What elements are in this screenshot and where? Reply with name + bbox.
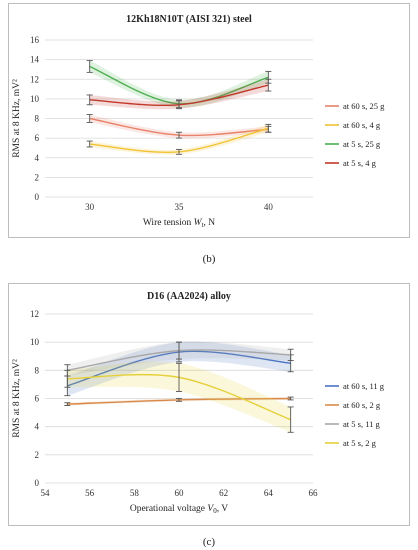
chart-c-series-band-area xyxy=(67,361,291,433)
chart-c-xtick-label: 64 xyxy=(264,488,274,498)
chart-c-legend-label: at 60 s, 11 g xyxy=(343,381,385,391)
chart-c-ylabel: RMS at 8 KHz, mV² xyxy=(12,359,22,438)
chart-b-series-band xyxy=(89,114,269,139)
chart-c-xtick-label: 54 xyxy=(41,488,51,498)
chart-c-legend-label: at 60 s, 2 g xyxy=(343,400,381,410)
chart-b-ytick-label: 16 xyxy=(30,35,40,45)
chart-c-ytick-label: 4 xyxy=(35,422,40,432)
chart-c-xtick-label: 66 xyxy=(309,488,319,498)
caption-c: (c) xyxy=(202,536,216,548)
chart-c-series-band xyxy=(67,361,291,433)
chart-b-svg: 12Kh18N10T (AISI 321) steel 0 2 4 6 8 10 12 14 16… xyxy=(12,14,385,229)
chart-b-ytick-label: 2 xyxy=(35,172,40,182)
chart-b-ylabel: RMS at 8 KHz, mV² xyxy=(12,79,22,158)
chart-c-ytick-label: 0 xyxy=(35,478,40,488)
chart-b-ytick-label: 4 xyxy=(35,153,40,163)
chart-b-legend-label: at 60 s, 25 g xyxy=(343,101,385,111)
chart-c-xtick-label: 60 xyxy=(175,488,185,498)
chart-panel-c: D16 (AA2024) alloy 0 2 4 6 8 10 12 54 56 58 60 62 64 6… xyxy=(8,283,410,526)
chart-b-legend-label: at 5 s, 4 g xyxy=(343,158,377,168)
chart-c-ytick-label: 12 xyxy=(30,309,39,319)
chart-b-ytick-label: 6 xyxy=(35,133,40,143)
chart-b-ytick-label: 0 xyxy=(35,192,40,202)
chart-b-series-band xyxy=(89,79,269,110)
chart-c-xtick-label: 56 xyxy=(85,488,95,498)
chart-b-xtick-label: 40 xyxy=(264,202,274,212)
chart-b-ytick-label: 8 xyxy=(35,114,40,124)
chart-b-ytick-label: 12 xyxy=(30,74,39,84)
chart-c-legend-label: at 5 s, 11 g xyxy=(343,419,381,429)
chart-b-ytick-label: 10 xyxy=(30,94,40,104)
chart-b-xtick-label: 30 xyxy=(85,202,95,212)
chart-b-ytick-label: 14 xyxy=(30,55,40,65)
chart-b-xtick-label: 35 xyxy=(175,202,185,212)
chart-c-xtick-label: 62 xyxy=(219,488,228,498)
chart-c-ytick-label: 8 xyxy=(35,365,40,375)
chart-b-legend-label: at 60 s, 4 g xyxy=(343,120,381,130)
chart-c-xlabel: Operational voltage V0, V xyxy=(130,504,228,515)
caption-b: (b) xyxy=(202,253,216,265)
chart-panel-b: 12Kh18N10T (AISI 321) steel 0 2 4 6 8 10 12 14 16… xyxy=(8,3,410,238)
chart-c-ytick-label: 6 xyxy=(35,394,40,404)
chart-c-ytick-label: 10 xyxy=(30,337,40,347)
chart-b-series-band-area xyxy=(89,114,269,139)
chart-c-ytick-label: 2 xyxy=(35,450,40,460)
chart-b-xlabel: Wire tension Wt, N xyxy=(143,218,215,229)
chart-c-xtick-label: 58 xyxy=(130,488,140,498)
chart-b-legend-label: at 5 s, 25 g xyxy=(343,139,381,149)
chart-b-title: 12Kh18N10T (AISI 321) steel xyxy=(126,14,252,25)
chart-b-series-band-area xyxy=(89,79,269,110)
chart-c-legend-label: at 5 s, 2 g xyxy=(343,438,377,448)
chart-c-title: D16 (AA2024) alloy xyxy=(147,291,231,302)
chart-c-svg: D16 (AA2024) alloy 0 2 4 6 8 10 12 54 56 58 60 62 64 6… xyxy=(12,291,385,515)
